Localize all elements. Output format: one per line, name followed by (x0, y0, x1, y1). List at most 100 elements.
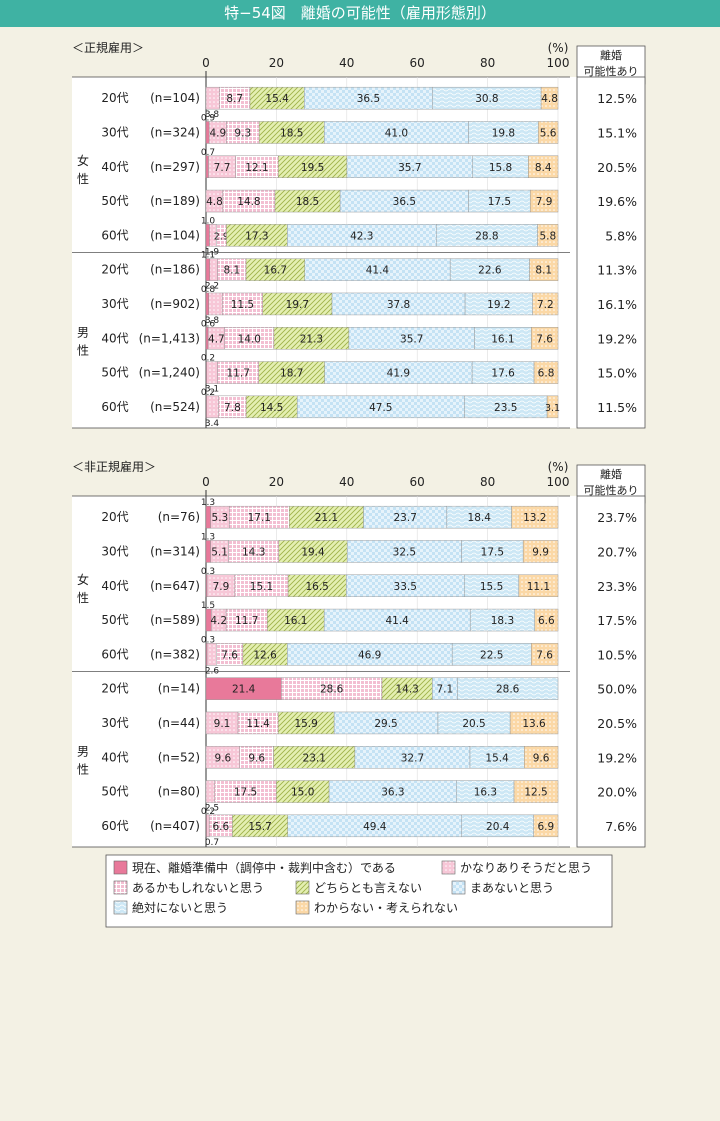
segment-label: 8.4 (535, 162, 552, 174)
row-rate-value: 7.6% (605, 819, 637, 834)
segment-label: 19.8 (492, 127, 515, 139)
segment-label: 17.1 (248, 512, 271, 524)
bar-segment (509, 711, 559, 735)
row-age-label: 60代 (101, 647, 128, 661)
segment-label: 21.1 (315, 512, 338, 524)
segment-label: 4.8 (541, 93, 558, 105)
segment-label: 0.3 (201, 635, 215, 645)
row-age-label: 50代 (101, 785, 128, 799)
bar-segment (537, 224, 559, 247)
legend-box (105, 854, 613, 928)
segment-label: 21.4 (232, 684, 256, 696)
row-rate-value: 17.5% (597, 613, 637, 628)
segment-label: 0.2 (201, 807, 215, 817)
segment-label: 11.4 (246, 718, 270, 730)
segment-label: 0.2 (201, 388, 215, 398)
segment-label: 4.8 (206, 196, 223, 208)
segment-label: 12.1 (245, 162, 268, 174)
segment-label: 15.4 (265, 93, 289, 105)
segment-label: 0.8 (201, 285, 216, 295)
legend-swatch (295, 900, 310, 915)
segment-label: 18.5 (280, 127, 303, 139)
row-n-label: (n=76) (158, 510, 200, 524)
x-tick-label: 40 (339, 475, 354, 489)
bar-segment (206, 814, 210, 838)
bar-segment (534, 608, 559, 632)
legend: 現在、離婚準備中（調停中・裁判中含む）である かなりありそうだと思うあるかもしれな… (105, 854, 613, 928)
bar-segment (206, 643, 217, 666)
group-label-2: 性 (77, 343, 89, 357)
segment-label: 41.0 (385, 127, 408, 139)
legend-swatch (441, 860, 456, 875)
segment-label: 11.1 (527, 581, 550, 593)
bar-segment (206, 361, 218, 384)
segment-label: 47.5 (369, 402, 392, 414)
segment-label: 7.1 (436, 684, 453, 696)
segment-label: 7.7 (214, 162, 231, 174)
legend-label: どちらとも言えない (314, 881, 422, 895)
figure-title: 特−54図 離婚の可能性（雇用形態別） (0, 0, 720, 27)
legend-swatch (451, 880, 466, 895)
row-n-label: (n=314) (150, 544, 200, 558)
segment-label: 19.5 (301, 162, 324, 174)
row-rate-value: 10.5% (597, 647, 637, 662)
bar-segment (529, 189, 559, 213)
segment-label: 6.8 (538, 368, 555, 380)
segment-label: 2.9 (214, 231, 229, 242)
row-rate-value: 11.3% (597, 263, 637, 278)
segment-label: 16.5 (305, 581, 328, 593)
segment-label: 13.6 (522, 718, 546, 730)
segment-label: 1.0 (201, 216, 216, 226)
segment-label: 49.4 (363, 821, 387, 833)
row-rate-value: 12.5% (597, 91, 637, 106)
legend-swatch (295, 880, 310, 895)
segment-label: 6.6 (212, 821, 229, 833)
row-age-label: 30代 (101, 544, 128, 558)
row-age-label: 40代 (101, 331, 128, 345)
row-n-label: (n=524) (150, 400, 200, 414)
legend-label: わからない・考えられない (314, 901, 458, 915)
segment-label: 11.7 (235, 615, 258, 627)
rate-header-line1: 離婚 (600, 467, 622, 481)
segment-label: 14.8 (237, 196, 260, 208)
segment-label: 16.3 (474, 787, 497, 799)
segment-label: 5.8 (539, 230, 556, 242)
segment-label: 1.3 (201, 498, 215, 508)
row-n-label: (n=324) (150, 125, 200, 139)
segment-label: 5.1 (211, 546, 228, 558)
row-age-label: 20代 (101, 91, 128, 105)
segment-label: 5.6 (540, 127, 557, 139)
segment-label: 35.7 (400, 333, 423, 345)
segment-label: 17.5 (488, 196, 511, 208)
row-age-label: 60代 (101, 228, 128, 242)
rate-header-line2: 可能性あり (584, 64, 639, 78)
row-age-label: 20代 (101, 510, 128, 524)
segment-label: 23.5 (494, 402, 517, 414)
segment-label: 23.7 (394, 512, 417, 524)
row-rate-value: 20.7% (597, 544, 637, 559)
bar-segment (205, 780, 215, 803)
segment-label: 32.7 (401, 752, 424, 764)
row-n-label: (n=104) (150, 228, 200, 242)
group-label-2: 男 (77, 325, 89, 339)
segment-label: 28.8 (475, 230, 498, 242)
bar-segment (511, 505, 559, 529)
row-age-label: 30代 (101, 297, 128, 311)
bar-segment (205, 540, 211, 563)
x-tick-label: 60 (410, 475, 425, 489)
segment-label: 18.3 (491, 615, 514, 627)
segment-label: 7.9 (213, 581, 230, 593)
row-n-label: (n=189) (150, 194, 200, 208)
row-age-label: 50代 (101, 366, 128, 380)
bar-segment (205, 505, 211, 529)
panel-label: ＜非正規雇用＞ (72, 459, 156, 474)
segment-label: 46.9 (358, 649, 381, 661)
row-age-label: 40代 (101, 160, 128, 174)
x-tick-label: 100 (547, 56, 570, 70)
segment-label: 22.6 (478, 265, 502, 277)
group-label-1: 性 (77, 172, 89, 186)
segment-label: 3.1 (545, 403, 560, 414)
segment-label: 13.2 (523, 512, 546, 524)
row-age-label: 40代 (101, 579, 128, 593)
segment-label: 15.4 (485, 752, 509, 764)
